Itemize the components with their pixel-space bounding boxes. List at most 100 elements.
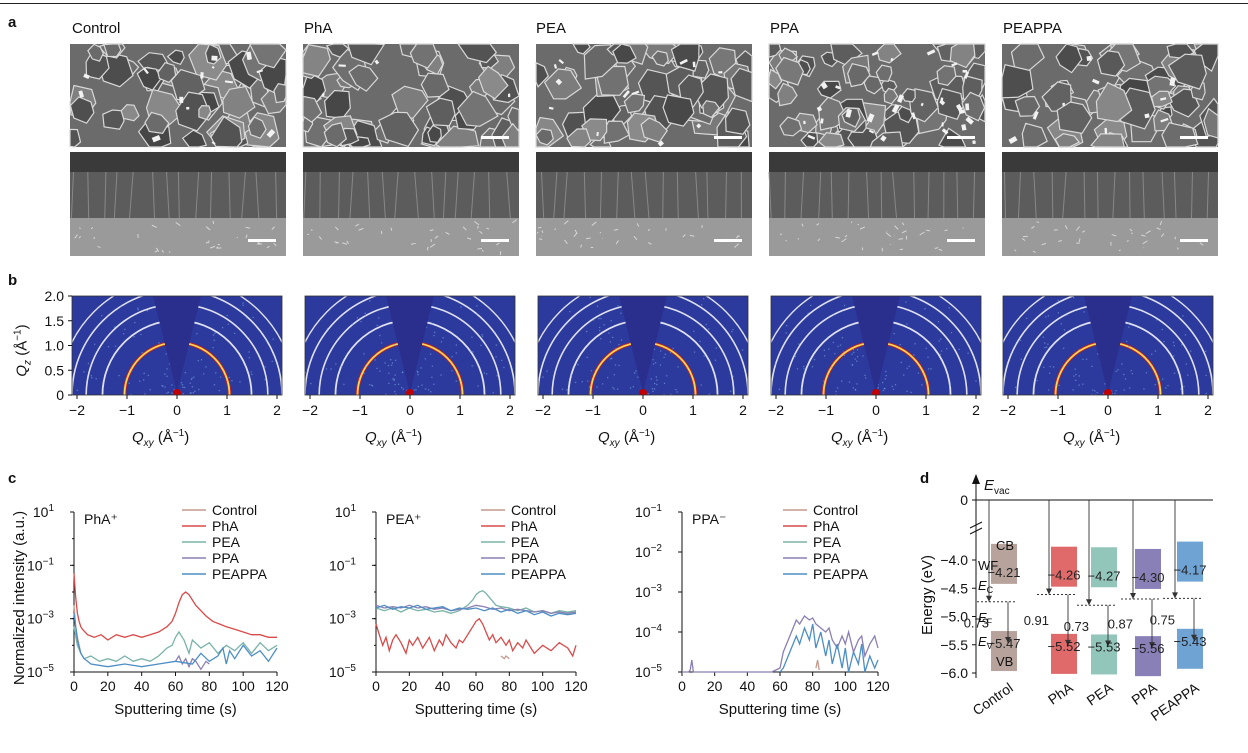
speckle bbox=[387, 364, 390, 367]
y-tick-exp: −5 bbox=[651, 663, 663, 674]
speckle bbox=[1123, 373, 1125, 376]
sem-column-pha bbox=[302, 43, 520, 256]
speckle bbox=[1042, 336, 1045, 338]
speckle bbox=[1190, 350, 1192, 352]
sem-substrate-texture bbox=[894, 225, 899, 230]
sem-grain-boundary bbox=[818, 171, 822, 219]
y-tick-base: 10 bbox=[27, 557, 43, 573]
sem-substrate-texture bbox=[1145, 230, 1151, 235]
x-tick-label: 40 bbox=[134, 678, 150, 694]
sem-substrate-texture bbox=[934, 247, 939, 249]
speckle bbox=[66, 364, 67, 365]
sem-substrate-texture bbox=[859, 226, 866, 230]
speckle bbox=[615, 347, 617, 350]
speckle bbox=[437, 287, 438, 288]
sem-substrate-texture bbox=[1156, 227, 1161, 230]
speckle bbox=[841, 380, 843, 382]
sem-particle bbox=[224, 80, 234, 84]
sem-substrate-texture bbox=[554, 228, 557, 231]
y-tick-label: −4.0 bbox=[940, 552, 968, 568]
speckle bbox=[401, 371, 404, 374]
speckle bbox=[1019, 339, 1022, 341]
speckle bbox=[953, 347, 955, 350]
speckle bbox=[708, 328, 710, 330]
sem-particle bbox=[374, 59, 380, 65]
speckle bbox=[220, 376, 222, 378]
speckle bbox=[588, 386, 591, 388]
sem-grain-boundary bbox=[470, 171, 475, 219]
speckle bbox=[601, 383, 604, 385]
speckle bbox=[892, 388, 895, 391]
sem-substrate-texture bbox=[1142, 240, 1148, 245]
sem-substrate-texture bbox=[97, 245, 101, 249]
x-tick-label: 120 bbox=[866, 678, 890, 694]
speckle bbox=[903, 374, 905, 376]
sem-particle bbox=[1032, 110, 1039, 120]
sem-grain-boundary bbox=[166, 171, 170, 219]
speckle bbox=[676, 391, 678, 393]
arrow-icon bbox=[1130, 592, 1136, 599]
y-tick-base: 10 bbox=[635, 584, 651, 600]
sem-grain-boundary bbox=[784, 171, 786, 219]
speckle bbox=[620, 339, 623, 341]
speckle bbox=[852, 348, 855, 351]
speckle bbox=[183, 386, 186, 389]
speckle bbox=[1097, 353, 1099, 355]
panel-letter-c: c bbox=[8, 470, 17, 487]
sem-label-pea: PEA bbox=[536, 20, 567, 37]
speckle bbox=[385, 393, 387, 395]
speckle bbox=[1104, 383, 1106, 385]
speckle bbox=[264, 366, 266, 368]
sem-cross-top bbox=[536, 152, 752, 172]
speckle bbox=[591, 393, 593, 395]
sem-grain-boundary bbox=[367, 171, 371, 219]
chart-title: PhA⁺ bbox=[84, 511, 118, 527]
speckle bbox=[520, 380, 521, 381]
y-tick-base: 10 bbox=[329, 611, 345, 627]
speckle bbox=[107, 345, 110, 348]
sem-grain bbox=[571, 43, 591, 55]
sem-substrate-texture bbox=[1021, 238, 1026, 241]
speckle bbox=[173, 389, 175, 391]
missing-wedge bbox=[619, 296, 667, 393]
speckle bbox=[379, 370, 381, 372]
sem-particle bbox=[1160, 117, 1169, 123]
speckle bbox=[618, 364, 620, 367]
sem-particle bbox=[803, 120, 806, 125]
sem-substrate-texture bbox=[209, 245, 216, 249]
sem-grain-boundary bbox=[616, 171, 619, 219]
speckle bbox=[343, 383, 345, 385]
sem-grain bbox=[662, 94, 695, 127]
speckle bbox=[193, 376, 195, 378]
evac-label: Evac bbox=[984, 477, 1010, 497]
speckle bbox=[1072, 296, 1075, 299]
scale-bar bbox=[481, 239, 509, 242]
specular-spot bbox=[639, 389, 647, 395]
sem-particle bbox=[1008, 136, 1018, 145]
sem-grain-boundary bbox=[553, 171, 558, 219]
y-tick-base: 10 bbox=[329, 664, 345, 680]
speckle bbox=[167, 391, 170, 393]
series-line-peappa bbox=[375, 604, 577, 617]
speckle bbox=[168, 363, 171, 365]
speckle bbox=[388, 382, 390, 385]
sem-substrate-texture bbox=[586, 237, 591, 240]
sem-grain-boundary bbox=[1097, 171, 1099, 219]
sem-particle bbox=[596, 131, 599, 137]
speckle bbox=[388, 372, 390, 374]
speckle bbox=[831, 366, 833, 369]
sem-substrate-texture bbox=[898, 238, 904, 240]
sem-grain bbox=[535, 128, 554, 146]
arrow-icon bbox=[986, 595, 992, 602]
sem-substrate-texture bbox=[1129, 228, 1133, 232]
sem-substrate-texture bbox=[479, 230, 483, 235]
series-line-pha bbox=[73, 573, 277, 641]
sem-particle bbox=[679, 58, 688, 65]
sem-grain-boundary bbox=[506, 171, 511, 219]
sem-particle bbox=[871, 51, 879, 56]
sem-grain-boundary bbox=[104, 171, 107, 219]
speckle bbox=[1130, 369, 1132, 372]
sem-particle bbox=[507, 93, 511, 98]
speckle bbox=[130, 393, 132, 395]
giwaxs-xlabel-part: (Å bbox=[852, 429, 872, 446]
